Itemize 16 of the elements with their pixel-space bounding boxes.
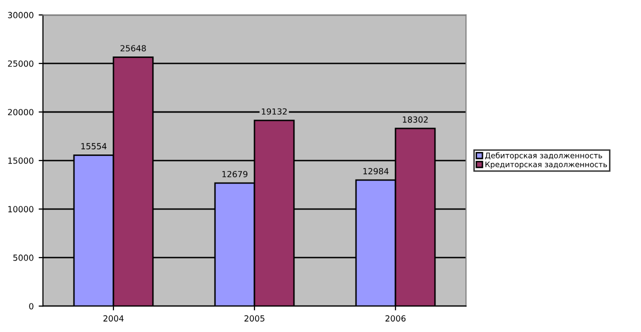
data-label: 15554: [81, 143, 106, 150]
data-label: 12984: [363, 168, 389, 174]
data-label: 18302: [402, 116, 428, 123]
y-tick-label: 25000: [8, 60, 34, 67]
data-label: 12679: [222, 170, 248, 178]
x-tick-label: 2005: [244, 315, 264, 322]
y-tick-label: 20000: [8, 108, 34, 116]
y-tick-label: 15000: [8, 158, 34, 164]
x-tick-label: 2004: [103, 315, 124, 322]
y-tick-label: 10000: [8, 206, 34, 212]
y-tick-label: 30000: [8, 12, 34, 18]
x-tick-label: 2006: [386, 315, 406, 322]
y-tick-label: 0: [29, 303, 34, 310]
data-label: 25648: [120, 45, 146, 52]
data-label: 19132: [262, 108, 287, 115]
y-tick-label: 5000: [13, 254, 34, 261]
